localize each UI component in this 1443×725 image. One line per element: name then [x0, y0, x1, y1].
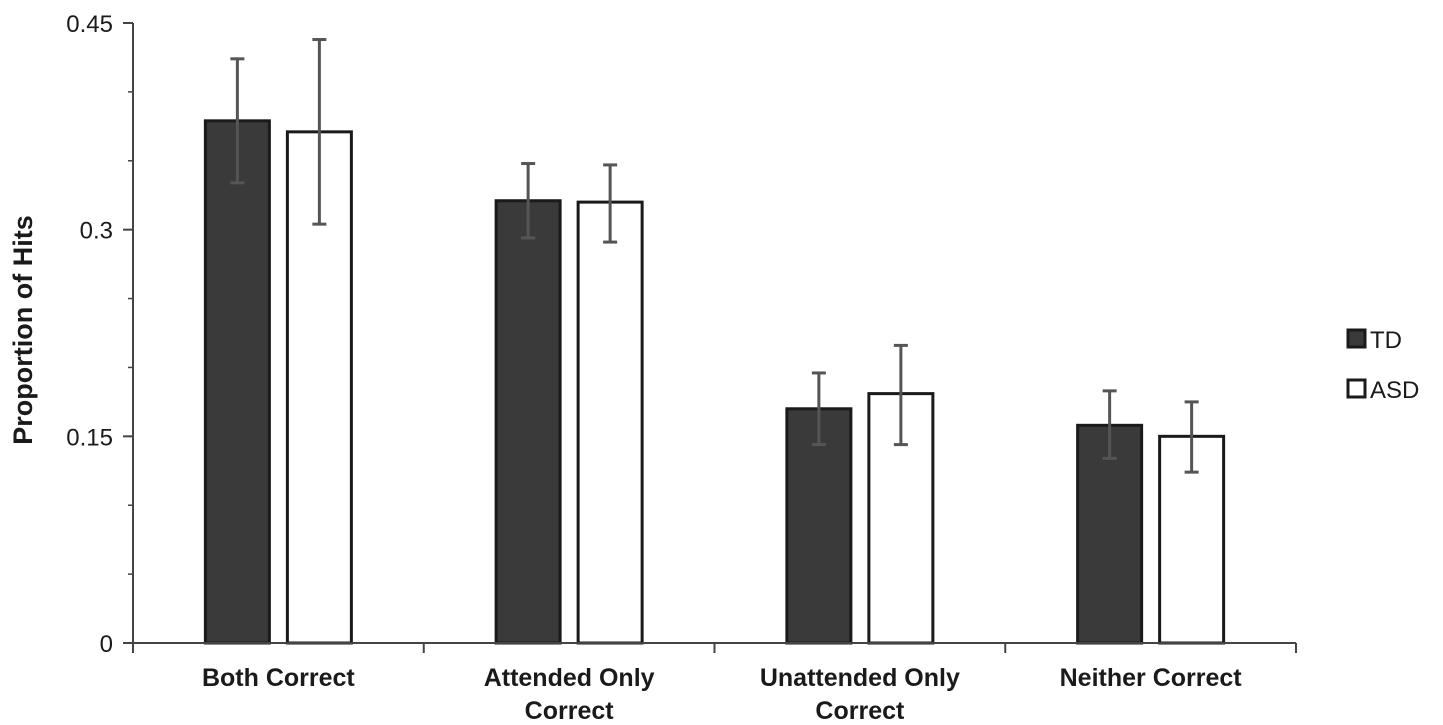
- legend-label-asd: ASD: [1370, 377, 1419, 404]
- y-tick-label: 0.45: [66, 11, 113, 38]
- x-category-label-line: Unattended Only: [760, 664, 960, 692]
- y-tick-label: 0.15: [66, 424, 113, 451]
- x-category-label-line: Correct: [815, 697, 905, 725]
- y-tick-label: 0.3: [80, 218, 113, 245]
- bar-td-1: [494, 199, 562, 645]
- x-category-dividers: [132, 643, 1297, 653]
- y-axis-title: Proportion of Hits: [8, 215, 38, 444]
- y-tick-labels: 0 0.15 0.3 0.45: [66, 11, 113, 658]
- bar-td-0: [203, 119, 271, 645]
- x-category-label: Unattended Only Correct: [760, 664, 960, 725]
- x-category-label-line: Neither Correct: [1060, 664, 1243, 692]
- error-bars: [230, 38, 1199, 474]
- legend-swatch-asd: [1346, 378, 1367, 399]
- x-category-label-line: Both Correct: [202, 664, 355, 692]
- bar-asd-1: [576, 200, 644, 645]
- bars: [203, 119, 1226, 645]
- bar-td-3: [1076, 423, 1144, 645]
- legend-swatch-td: [1346, 328, 1367, 349]
- x-category-label: Neither Correct: [1060, 664, 1243, 692]
- legend-label-td: TD: [1370, 327, 1402, 354]
- x-category-label-line: Attended Only: [484, 664, 655, 692]
- legend: TD ASD: [1346, 327, 1419, 404]
- y-tick-label: 0: [100, 631, 113, 658]
- x-category-label: Both Correct: [202, 664, 355, 692]
- x-category-labels: Both Correct Attended Only CorrectUnattend…: [202, 664, 1242, 725]
- x-category-label: Attended Only Correct: [484, 664, 655, 725]
- x-category-label-line: Correct: [525, 697, 615, 725]
- y-major-ticks: [123, 22, 133, 644]
